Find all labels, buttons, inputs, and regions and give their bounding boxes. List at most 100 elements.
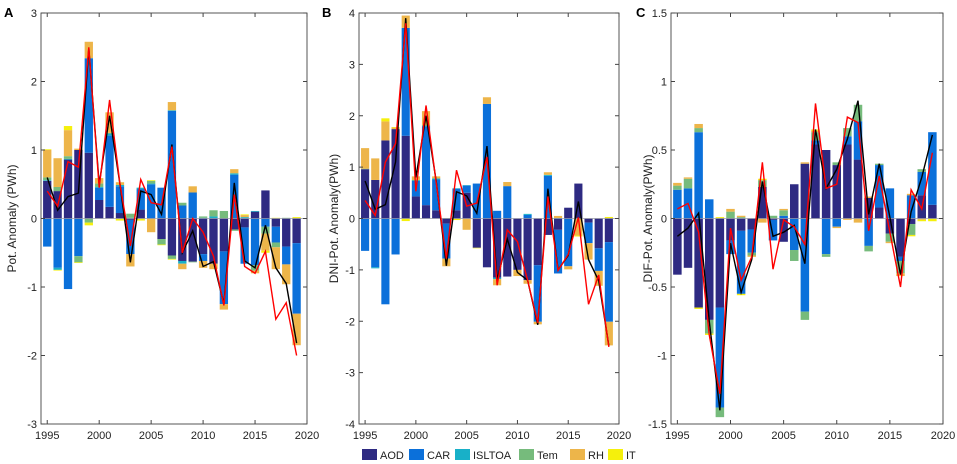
bar-rh-2007 xyxy=(800,162,810,164)
bar-tem-2016 xyxy=(261,226,270,234)
bar-car-2019 xyxy=(928,132,937,205)
bar-tem-2011 xyxy=(843,128,852,137)
bar-aod-1995 xyxy=(361,169,370,219)
bar-rh-2019 xyxy=(604,321,613,346)
bar-aod-2014 xyxy=(554,218,563,230)
bar-car-2014 xyxy=(875,165,884,208)
bar-it-1998 xyxy=(391,127,400,128)
y-axis-label: DNI-Pot. Anomaly(PWh) xyxy=(327,154,341,283)
legend-swatch-car xyxy=(409,449,424,460)
bar-car-2007 xyxy=(167,110,177,219)
bar-tem-2008 xyxy=(178,202,187,206)
bar-it-2003 xyxy=(758,178,767,181)
bar-aod-1996 xyxy=(683,218,693,268)
bar-it-1998 xyxy=(74,262,83,264)
bar-car-2010 xyxy=(198,254,208,261)
bar-car-2001 xyxy=(736,230,746,294)
bar-rh-1997 xyxy=(694,123,703,129)
bar-isltoa-2014 xyxy=(240,217,249,219)
bar-tem-2009 xyxy=(188,261,197,263)
bar-rh-1995 xyxy=(673,182,682,186)
bar-tem-1999 xyxy=(84,218,93,223)
x-tick-label: 2000 xyxy=(718,430,742,442)
bar-tem-2001 xyxy=(105,132,114,134)
bar-car-2001 xyxy=(105,135,114,207)
bar-car-1996 xyxy=(371,218,380,268)
bar-tem-2018 xyxy=(917,169,926,172)
bar-rh-2012 xyxy=(219,304,229,310)
bar-car-2017 xyxy=(584,222,593,244)
bar-it-2004 xyxy=(136,218,145,221)
bar-car-2009 xyxy=(821,218,831,255)
bar-it-1997 xyxy=(381,118,390,122)
bar-tem-2004 xyxy=(768,215,778,219)
bar-it-2017 xyxy=(906,234,916,237)
legend-swatch-rh xyxy=(570,449,585,460)
bar-aod-2001 xyxy=(736,218,746,231)
x-tick-label: 2000 xyxy=(87,430,111,442)
bar-aod-2017 xyxy=(271,218,280,227)
bar-it-2007 xyxy=(167,258,177,260)
bar-rh-2010 xyxy=(832,226,841,229)
bar-it-1999 xyxy=(401,218,410,222)
bar-rh-1997 xyxy=(63,130,73,157)
bar-rh-1998 xyxy=(391,127,400,130)
bar-car-2014 xyxy=(240,227,249,264)
bar-aod-2004 xyxy=(452,210,461,219)
bar-rh-2019 xyxy=(292,313,301,346)
y-tick-label: 1 xyxy=(31,145,37,157)
bar-rh-2016 xyxy=(261,233,270,251)
black-line xyxy=(676,100,934,411)
x-tick-label: 2020 xyxy=(931,430,955,442)
y-tick-label: -3 xyxy=(345,368,355,380)
bar-isltoa-2001 xyxy=(421,125,431,127)
bar-tem-1996 xyxy=(683,178,693,189)
legend-label-rh: RH xyxy=(588,450,604,462)
bar-it-2019 xyxy=(604,216,613,219)
bar-isltoa-2008 xyxy=(178,260,187,264)
bar-it-1999 xyxy=(84,222,93,226)
legend-swatch-tem xyxy=(519,449,534,460)
legend-label-car: CAR xyxy=(427,450,450,462)
bar-tem-2005 xyxy=(779,210,788,216)
x-tick-label: 2015 xyxy=(243,430,267,442)
bar-rh-2005 xyxy=(146,218,156,233)
bar-aod-2003 xyxy=(758,186,767,219)
bar-it-2019 xyxy=(292,217,301,219)
bar-rh-2017 xyxy=(584,243,593,260)
bar-aod-2018 xyxy=(282,218,291,247)
bar-it-2016 xyxy=(574,235,583,237)
bar-car-1998 xyxy=(391,218,400,255)
bar-aod-2004 xyxy=(768,218,778,220)
bar-tem-2007 xyxy=(800,311,810,320)
bar-aod-1999 xyxy=(401,135,410,219)
bar-aod-2017 xyxy=(906,218,916,224)
y-tick-label: -0.5 xyxy=(648,282,667,294)
bar-tem-1995 xyxy=(673,185,682,190)
bar-aod-2019 xyxy=(928,204,937,219)
bar-car-1995 xyxy=(361,218,370,251)
bar-aod-1999 xyxy=(84,152,93,219)
bar-rh-1996 xyxy=(53,158,62,187)
bar-car-2010 xyxy=(832,218,841,227)
bar-rh-2014 xyxy=(554,215,563,218)
bar-car-2012 xyxy=(219,251,229,305)
bar-car-1999 xyxy=(401,27,410,136)
bar-tem-2017 xyxy=(271,242,280,248)
bar-tem-2006 xyxy=(157,239,166,245)
bar-tem-2012 xyxy=(219,210,229,219)
bar-tem-2005 xyxy=(146,180,156,184)
bar-it-2005 xyxy=(146,180,156,181)
bar-isltoa-1997 xyxy=(63,158,73,160)
bar-rh-2011 xyxy=(209,263,218,270)
panel-label: C xyxy=(636,5,646,20)
bar-rh-1996 xyxy=(371,158,380,180)
bar-car-1999 xyxy=(715,307,725,408)
bar-aod-2006 xyxy=(472,218,481,248)
bar-rh-1997 xyxy=(381,121,390,141)
bar-isltoa-1995 xyxy=(43,180,52,181)
bar-tem-2009 xyxy=(821,254,831,257)
bar-aod-2012 xyxy=(219,218,229,252)
bar-aod-1997 xyxy=(694,218,703,308)
x-tick-label: 2010 xyxy=(825,430,849,442)
